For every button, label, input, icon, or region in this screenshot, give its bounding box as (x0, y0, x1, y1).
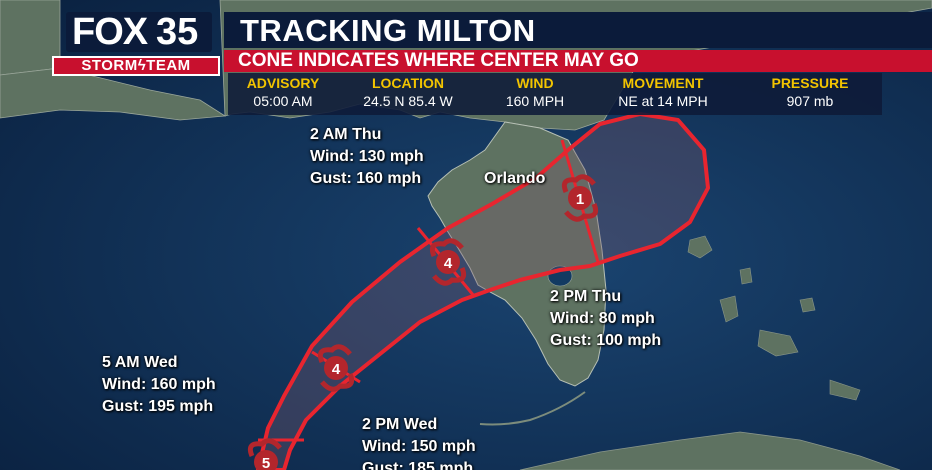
movement-value: NE at 14 MPH (618, 93, 708, 109)
wind-value: 160 MPH (505, 93, 565, 109)
subtitle-bar: CONE INDICATES WHERE CENTER MAY GO (224, 50, 932, 72)
location-column: LOCATION 24.5 N 85.4 W (348, 75, 468, 111)
movement-label: MOVEMENT (622, 75, 704, 91)
storm-category: 4 (332, 361, 341, 378)
forecast-label: 2 AM Thu Wind: 130 mph Gust: 160 mph (310, 124, 424, 190)
page-title: TRACKING MILTON (240, 13, 536, 48)
florida-keys (479, 391, 586, 426)
logo-fox-text: FOX (72, 11, 148, 53)
advisory-panel: ADVISORY 05:00 AM LOCATION 24.5 N 85.4 W… (228, 73, 882, 115)
forecast-wind: Wind: 160 mph (102, 376, 216, 393)
forecast-label: 5 AM Wed Wind: 160 mph Gust: 195 mph (102, 352, 216, 418)
forecast-wind: Wind: 150 mph (362, 438, 476, 455)
advisory-value: 05:00 AM (253, 93, 313, 109)
forecast-label: 2 PM Thu Wind: 80 mph Gust: 100 mph (550, 286, 661, 352)
forecast-time: 2 PM Wed (362, 416, 438, 433)
forecast-time: 2 AM Thu (310, 126, 382, 143)
movement-column: MOVEMENT NE at 14 MPH (608, 75, 718, 111)
station-logo: FOX 35 STORMϟTEAM (52, 12, 220, 76)
forecast-cone (256, 112, 710, 470)
wind-column: WIND 160 MPH (490, 75, 580, 111)
pressure-column: PRESSURE 907 mb (764, 75, 856, 111)
forecast-gust: Gust: 160 mph (310, 170, 422, 187)
storm-category: 1 (576, 191, 584, 208)
logo-badge: FOX 35 (66, 12, 212, 52)
title-bar: TRACKING MILTON (224, 12, 932, 48)
logo-storm-team: STORMϟTEAM (52, 56, 220, 76)
forecast-wind: Wind: 130 mph (310, 148, 424, 165)
pressure-value: 907 mb (786, 93, 834, 109)
storm-marker: 4 (429, 238, 467, 286)
storm-marker: 1 (561, 174, 599, 222)
wind-label: WIND (516, 75, 554, 91)
forecast-label: 2 PM Wed Wind: 150 mph Gust: 185 mph (362, 414, 476, 470)
storm-category: 4 (444, 255, 453, 272)
forecast-time: 5 AM Wed (102, 354, 178, 371)
bahamas (687, 235, 861, 401)
advisory-column: ADVISORY 05:00 AM (238, 75, 328, 111)
page-subtitle: CONE INDICATES WHERE CENTER MAY GO (238, 50, 639, 71)
pressure-label: PRESSURE (771, 75, 849, 91)
forecast-gust: Gust: 195 mph (102, 398, 214, 415)
city-label-orlando: Orlando (484, 170, 546, 187)
storm-marker: 5 (247, 438, 282, 470)
location-label: LOCATION (371, 75, 445, 91)
cuba (519, 431, 901, 470)
west-coast-land (0, 67, 227, 121)
location-value: 24.5 N 85.4 W (363, 93, 453, 109)
forecast-wind: Wind: 80 mph (550, 310, 655, 327)
advisory-label: ADVISORY (246, 75, 320, 91)
logo-channel-number: 35 (156, 11, 199, 53)
forecast-time: 2 PM Thu (550, 288, 622, 305)
storm-marker: 4 (317, 344, 355, 392)
forecast-gust: Gust: 100 mph (550, 332, 662, 349)
florida-peninsula (427, 121, 607, 387)
forecast-gust: Gust: 185 mph (362, 460, 474, 470)
storm-category: 5 (262, 455, 270, 470)
